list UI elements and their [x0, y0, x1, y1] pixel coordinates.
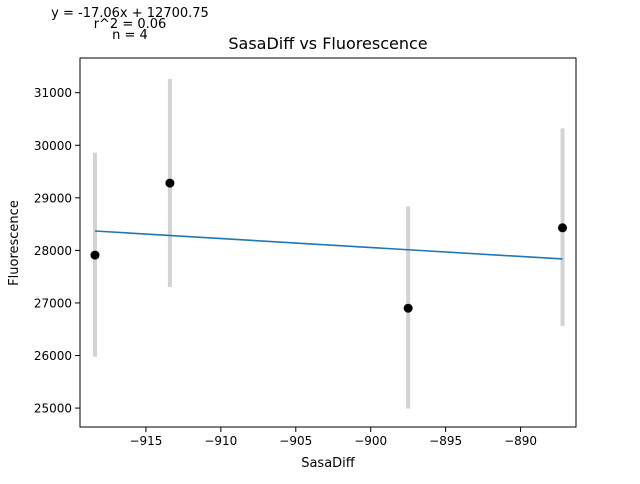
x-axis-ticks: −915 −910 −905 −900 −895 −890	[129, 427, 537, 448]
x-tick-label: −890	[504, 434, 537, 448]
error-bars	[92, 79, 565, 409]
data-point	[165, 178, 175, 188]
x-tick-label: −915	[129, 434, 162, 448]
y-tick-label: 26000	[34, 349, 72, 363]
y-tick-label: 30000	[34, 139, 72, 153]
y-axis-ticks: 25000 26000 27000 28000 29000 30000 31000	[34, 86, 80, 416]
x-tick-label: −910	[204, 434, 237, 448]
x-tick-label: −895	[429, 434, 462, 448]
chart-title: SasaDiff vs Fluorescence	[228, 34, 427, 53]
data-point	[90, 250, 100, 260]
plot-area-frame	[79, 57, 577, 428]
x-tick-label: −900	[354, 434, 387, 448]
data-point	[403, 303, 413, 313]
regression-equation-label: y = -17.06x + 12700.75	[51, 6, 209, 21]
regression-line	[94, 230, 563, 260]
y-tick-label: 25000	[34, 402, 72, 416]
fit-line-group	[94, 230, 563, 260]
y-tick-label: 28000	[34, 244, 72, 258]
y-axis-label: Fluorescence	[7, 200, 22, 286]
sample-count-label: n = 4	[112, 28, 148, 43]
data-points	[90, 178, 568, 313]
data-point	[558, 223, 568, 233]
x-tick-label: −905	[279, 434, 312, 448]
y-tick-label: 29000	[34, 191, 72, 205]
x-axis-label: SasaDiff	[301, 456, 356, 471]
y-tick-label: 27000	[34, 296, 72, 310]
y-tick-label: 31000	[34, 86, 72, 100]
r-squared-label: r^2 = 0.06	[94, 17, 167, 32]
